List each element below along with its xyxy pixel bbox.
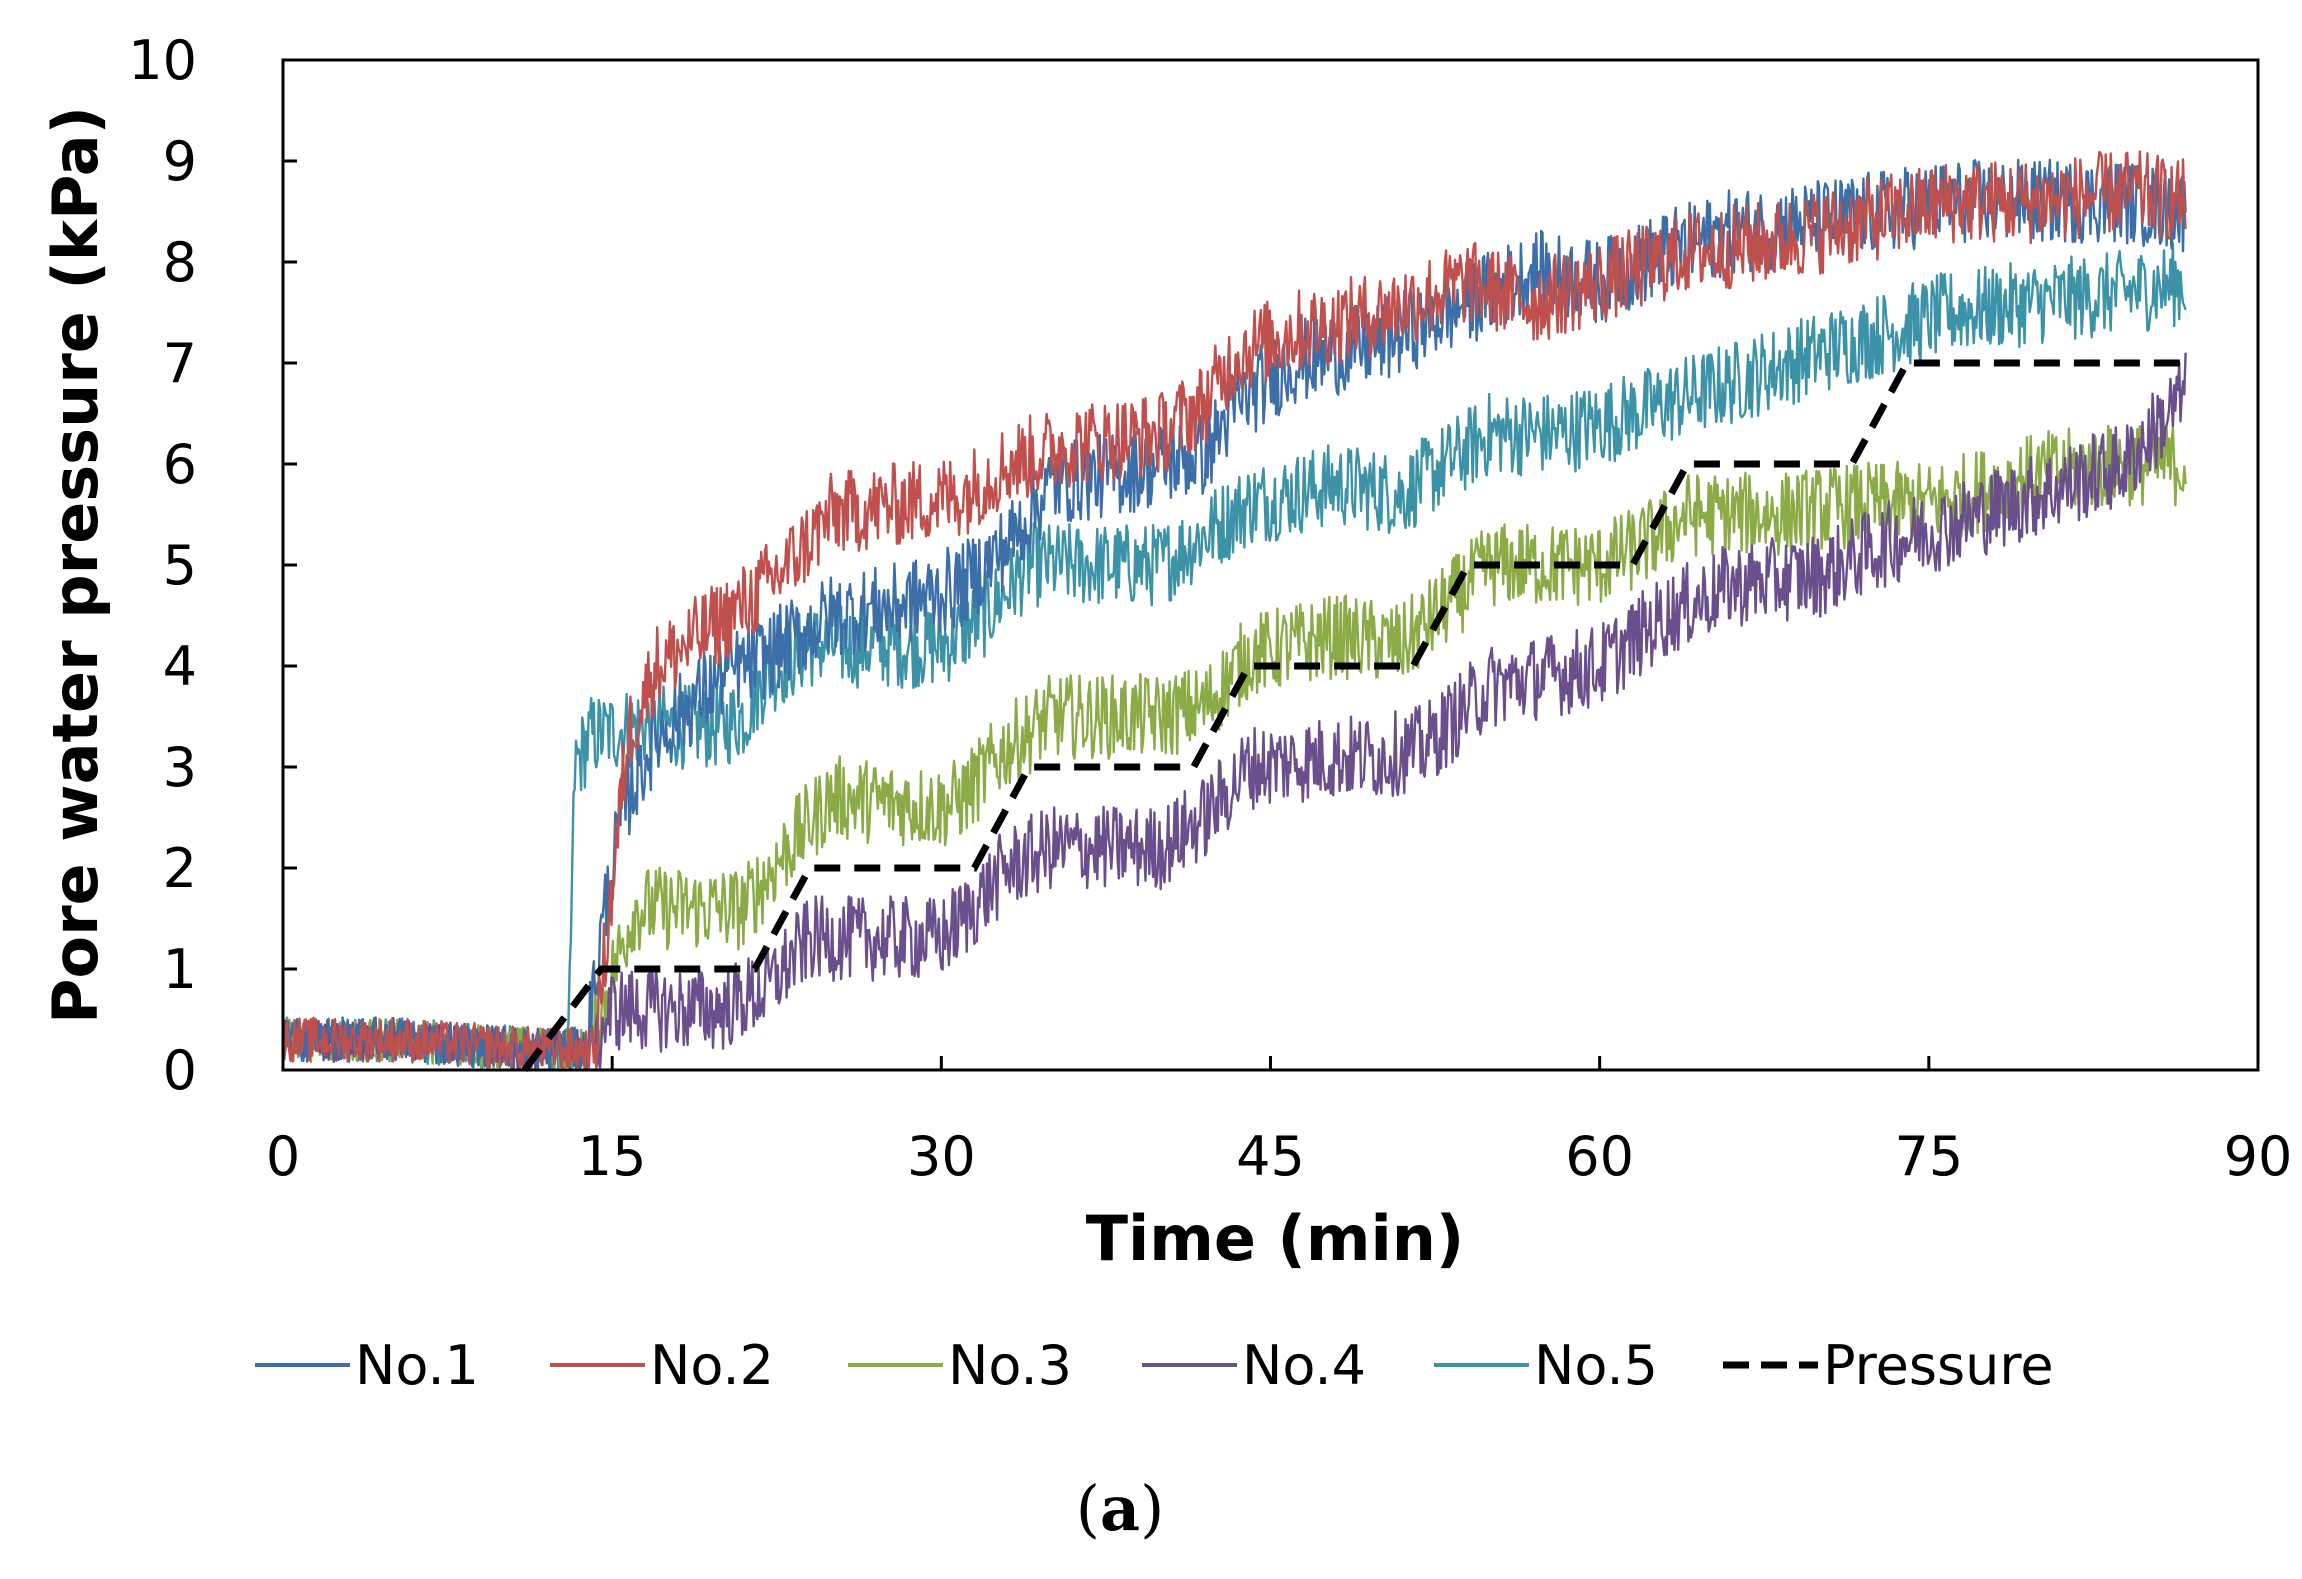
- x-tick-label: 90: [2224, 1125, 2293, 1188]
- y-tick-label: 2: [163, 837, 197, 900]
- figure-caption: (a): [1076, 1472, 1165, 1545]
- series-line-no-2: [281, 150, 2187, 1072]
- caption-close-paren: ): [1140, 1472, 1164, 1545]
- series-line-pressure: [521, 359, 2186, 1073]
- legend-item-no-2: No.2: [550, 1334, 774, 1397]
- legend-item-no-3: No.3: [848, 1334, 1072, 1397]
- y-tick-label: 5: [163, 534, 197, 597]
- y-tick-label: 1: [163, 938, 197, 1001]
- legend-item-no-5: No.5: [1434, 1334, 1658, 1397]
- legend-item-no-1: No.1: [255, 1334, 479, 1397]
- y-tick-label: 4: [163, 635, 197, 698]
- legend-label: No.4: [1242, 1334, 1366, 1397]
- legend-label: No.5: [1534, 1334, 1658, 1397]
- legend-label: No.2: [650, 1334, 774, 1397]
- legend-item-pressure: Pressure: [1723, 1334, 2054, 1397]
- x-tick-label: 15: [578, 1125, 647, 1188]
- y-tick-label: 3: [163, 736, 197, 799]
- y-tick-label: 0: [163, 1039, 197, 1102]
- x-tick-label: 45: [1236, 1125, 1305, 1188]
- legend: No.1 No.2 No.3 No.4 No.5 Pressure: [255, 1334, 2054, 1397]
- x-tick-label: 75: [1894, 1125, 1963, 1188]
- x-tick-label: 0: [266, 1125, 300, 1188]
- y-tick-label: 6: [163, 433, 197, 496]
- legend-label: No.3: [948, 1334, 1072, 1397]
- y-tick-label: 9: [163, 130, 197, 193]
- series-line-no-1: [281, 158, 2187, 1072]
- series-line-no-4: [281, 352, 2187, 1072]
- y-axis-title: Pore water pressure (kPa): [39, 106, 112, 1024]
- caption-letter: a: [1100, 1472, 1140, 1545]
- series-layer: [281, 150, 2187, 1073]
- legend-label: No.1: [355, 1334, 479, 1397]
- legend-label: Pressure: [1823, 1334, 2054, 1397]
- x-tick-label: 60: [1565, 1125, 1634, 1188]
- x-tick-label: 30: [907, 1125, 976, 1188]
- y-tick-label: 10: [128, 29, 197, 92]
- series-line-no-5: [281, 242, 2187, 1072]
- y-tick-label: 7: [163, 332, 197, 395]
- legend-item-no-4: No.4: [1142, 1334, 1366, 1397]
- x-axis-ticks: 0 15 30 45 60 75 90: [266, 1056, 2293, 1188]
- x-axis-title: Time (min): [1086, 1202, 1464, 1275]
- y-tick-label: 8: [163, 231, 197, 294]
- y-axis-ticks: 0 1 2 3 4 5 6 7 8 9 10: [128, 29, 297, 1102]
- caption-open-paren: (: [1076, 1472, 1100, 1545]
